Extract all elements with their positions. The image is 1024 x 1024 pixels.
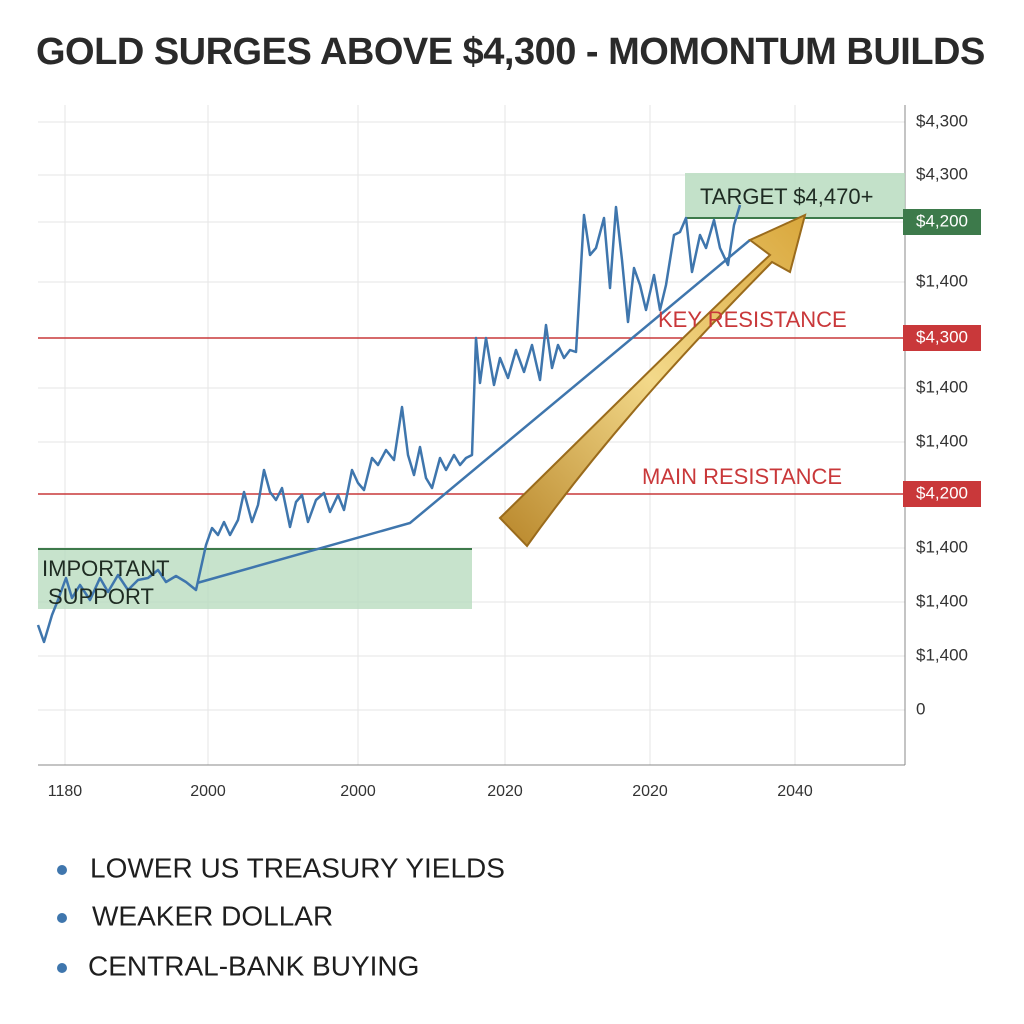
bullet-dot: [57, 913, 67, 923]
bullet-text: LOWER US TREASURY YIELDS: [90, 852, 505, 883]
support-label: SUPPORT: [48, 584, 154, 609]
momentum-arrow: [498, 213, 807, 548]
key-resistance-label: KEY RESISTANCE: [658, 307, 847, 332]
y-tick-label: $1,400: [916, 645, 968, 664]
x-axis-labels: 1180 2000 2000 2020 2020 2040: [48, 783, 813, 800]
grid: [38, 105, 905, 765]
x-tick-label: 2000: [190, 783, 226, 800]
x-tick-label: 1180: [48, 783, 83, 800]
target-label: TARGET $4,470+: [700, 184, 873, 209]
label-box-red: [903, 481, 981, 507]
price-line: [36, 204, 742, 644]
x-tick-label: 2000: [340, 783, 376, 800]
label-box-green: [903, 209, 981, 235]
y-tick-label: $4,300: [916, 327, 968, 346]
y-tick-label: $4,200: [916, 211, 968, 230]
y-tick-label: 0: [916, 699, 925, 718]
support-label: IMPORTANT: [42, 556, 170, 581]
bullet-dot: [57, 865, 67, 875]
y-tick-label: $4,300: [916, 111, 968, 130]
x-tick-label: 2020: [487, 783, 523, 800]
x-tick-label: 2020: [632, 783, 668, 800]
target-zone: [685, 173, 905, 218]
y-axis-labels: $4,300 $4,300 $4,200 $1,400 $4,300 $1,400 $1,4…: [916, 111, 968, 718]
title: GOLD SURGES ABOVE $4,300 - MOMONTUM BUIL…: [36, 31, 985, 73]
main-resistance-label: MAIN RESISTANCE: [642, 464, 842, 489]
y-tick-label: $4,300: [916, 164, 968, 183]
label-box-red: [903, 325, 981, 351]
support-zone: [38, 549, 472, 609]
bullet-list: LOWER US TREASURY YIELDS WEAKER DOLLAR CEN…: [57, 852, 505, 981]
y-tick-label: $1,400: [916, 537, 968, 556]
bullet-text: WEAKER DOLLAR: [92, 900, 333, 931]
y-tick-label: $1,400: [916, 377, 968, 396]
y-tick-label: $1,400: [916, 431, 968, 450]
trend-line: [196, 239, 751, 585]
bullet-text: CENTRAL-BANK BUYING: [88, 950, 419, 981]
y-tick-label: $1,400: [916, 591, 968, 610]
x-tick-label: 2040: [777, 783, 813, 800]
y-tick-label: $1,400: [916, 271, 968, 290]
y-tick-label: $4,200: [916, 483, 968, 502]
bullet-dot: [57, 963, 67, 973]
